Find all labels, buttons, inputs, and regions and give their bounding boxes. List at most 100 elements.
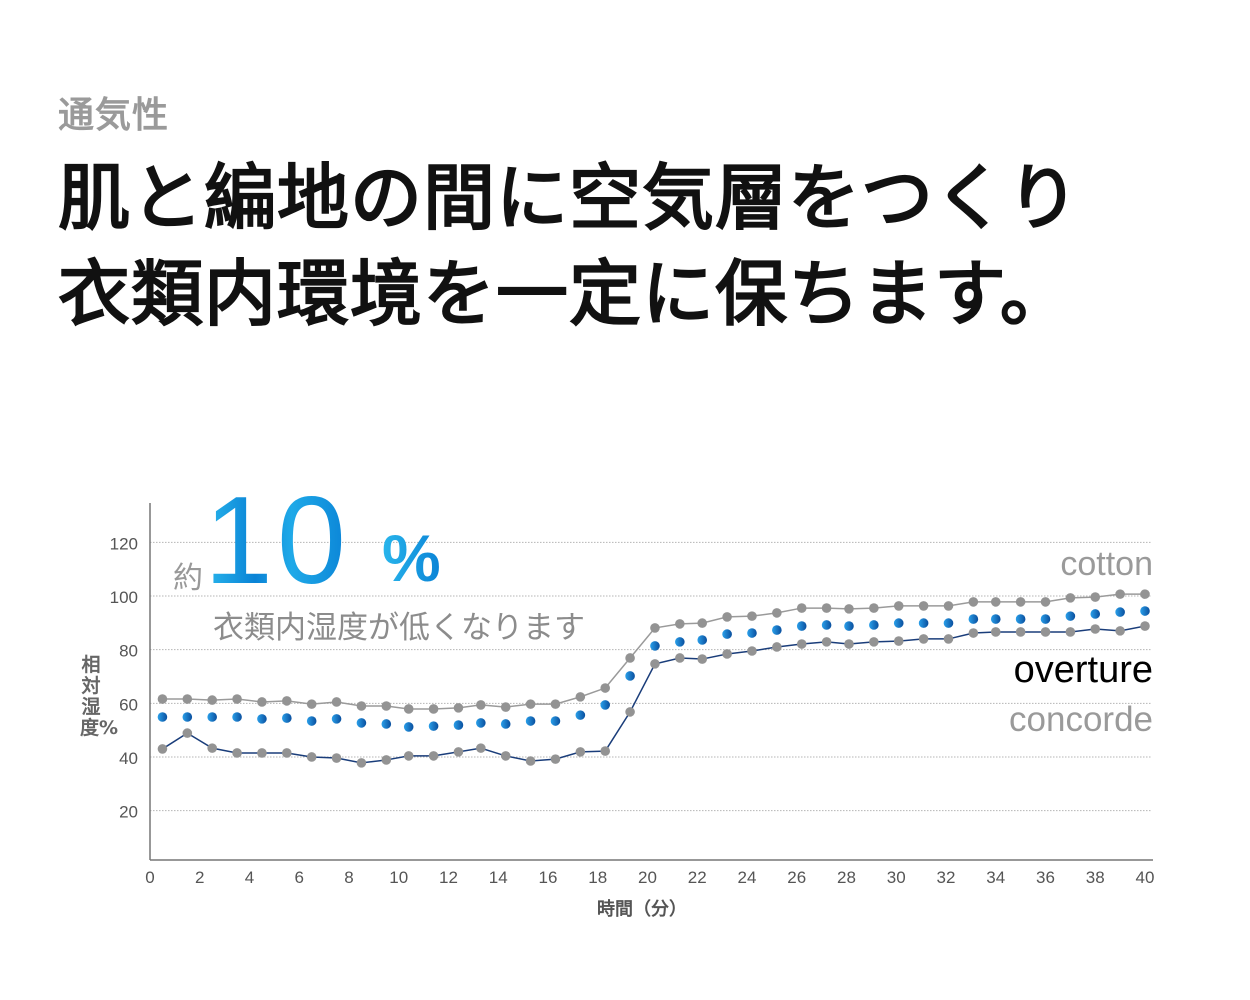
data-point-overture xyxy=(675,637,685,647)
data-point-cotton xyxy=(1090,592,1101,602)
data-point-concorde xyxy=(381,755,392,765)
data-point-concorde xyxy=(331,753,342,763)
data-point-cotton xyxy=(990,597,1001,607)
data-point-cotton xyxy=(428,704,439,714)
data-point-cotton xyxy=(675,619,685,629)
data-point-cotton xyxy=(722,612,732,622)
data-point-overture xyxy=(869,620,879,630)
data-point-cotton xyxy=(182,694,193,704)
callout-prefix: 約 xyxy=(173,561,203,596)
data-point-cotton xyxy=(1065,593,1076,603)
data-point-cotton xyxy=(331,697,342,707)
data-point-concorde xyxy=(403,751,414,761)
data-point-concorde xyxy=(918,634,929,644)
data-point-cotton xyxy=(453,703,464,713)
data-point-overture xyxy=(403,722,414,732)
x-tick-label: 10 xyxy=(389,868,408,887)
data-point-overture xyxy=(1090,609,1101,619)
data-point-overture xyxy=(232,712,242,722)
data-point-overture xyxy=(525,716,536,726)
data-point-overture xyxy=(428,721,439,731)
data-point-concorde xyxy=(207,743,217,753)
data-point-cotton xyxy=(550,699,561,709)
data-point-concorde xyxy=(990,627,1001,637)
x-tick-label: 12 xyxy=(439,868,458,887)
data-point-overture xyxy=(772,625,782,635)
data-point-concorde xyxy=(282,748,292,758)
data-point-cotton xyxy=(476,700,486,710)
headline: 肌と編地の間に空気層をつくり 衣類内環境を一定に保ちます。 xyxy=(58,150,1080,342)
data-point-overture xyxy=(500,719,511,729)
legend-concorde: concorde xyxy=(1009,700,1153,739)
data-point-cotton xyxy=(1040,597,1051,607)
data-point-cotton xyxy=(918,601,929,611)
data-point-overture xyxy=(182,712,193,722)
data-point-overture xyxy=(207,712,217,722)
data-point-concorde xyxy=(1115,626,1125,636)
data-point-cotton xyxy=(600,683,611,693)
data-point-cotton xyxy=(747,611,757,621)
data-point-cotton xyxy=(207,695,217,705)
callout-text: 衣類内湿度が低くなります xyxy=(213,610,585,646)
data-point-concorde xyxy=(257,748,267,758)
data-point-overture xyxy=(600,700,611,710)
data-point-cotton xyxy=(943,601,954,611)
y-axis-label: 相対湿度% xyxy=(80,654,119,739)
data-point-concorde xyxy=(550,754,561,764)
data-point-cotton xyxy=(821,603,832,613)
data-point-overture xyxy=(697,635,708,645)
data-point-cotton xyxy=(356,701,367,711)
y-tick-label: 100 xyxy=(110,588,138,607)
data-point-concorde xyxy=(575,747,586,757)
data-point-overture xyxy=(1115,607,1125,617)
data-point-cotton xyxy=(625,653,635,663)
data-point-concorde xyxy=(968,628,979,638)
data-point-cotton xyxy=(381,701,392,711)
headline-line-1: 肌と編地の間に空気層をつくり xyxy=(58,156,1081,240)
data-point-cotton xyxy=(796,603,807,613)
data-point-concorde xyxy=(1065,627,1076,637)
data-point-cotton xyxy=(282,696,292,706)
data-point-overture xyxy=(575,710,586,720)
data-point-cotton xyxy=(157,694,168,704)
y-tick-label: 40 xyxy=(119,749,138,768)
y-tick-label: 60 xyxy=(119,695,138,714)
data-point-concorde xyxy=(600,746,611,756)
x-tick-label: 18 xyxy=(588,868,607,887)
headline-line-2: 衣類内環境を一定に保ちます。 xyxy=(58,252,1073,336)
data-point-overture xyxy=(893,618,904,628)
data-point-overture xyxy=(821,620,832,630)
data-point-concorde xyxy=(157,744,168,754)
data-point-concorde xyxy=(1015,627,1026,637)
data-point-cotton xyxy=(893,601,904,611)
y-tick-label: 20 xyxy=(119,803,138,822)
data-point-concorde xyxy=(476,743,486,753)
data-point-overture xyxy=(381,719,392,729)
data-point-overture xyxy=(1015,614,1026,624)
data-point-concorde xyxy=(796,639,807,649)
data-point-concorde xyxy=(356,758,367,768)
data-point-overture xyxy=(625,671,635,681)
data-point-overture xyxy=(968,614,979,624)
data-point-concorde xyxy=(772,642,782,652)
data-point-overture xyxy=(722,629,732,639)
data-point-cotton xyxy=(575,692,586,702)
data-point-cotton xyxy=(650,623,660,633)
data-point-overture xyxy=(453,720,464,730)
data-point-concorde xyxy=(1090,624,1101,634)
legend-cotton: cotton xyxy=(1060,545,1153,583)
data-point-cotton xyxy=(844,604,854,614)
data-point-overture xyxy=(1040,614,1051,624)
x-tick-label: 20 xyxy=(638,868,657,887)
data-point-concorde xyxy=(747,646,757,656)
data-point-cotton xyxy=(968,597,979,607)
data-point-cotton xyxy=(697,618,708,628)
callout-number: 10 xyxy=(204,472,350,610)
data-point-overture xyxy=(796,621,807,631)
x-tick-label: 0 xyxy=(145,868,154,887)
data-point-overture xyxy=(157,712,168,722)
x-tick-label: 8 xyxy=(344,868,353,887)
x-tick-label: 26 xyxy=(787,868,806,887)
data-point-overture xyxy=(550,716,561,726)
